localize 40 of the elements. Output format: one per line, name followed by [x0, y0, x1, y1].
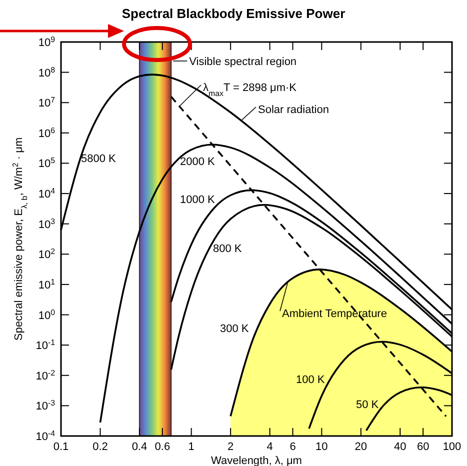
x-tick-label: 10 [316, 441, 328, 453]
x-tick-label: 40 [394, 441, 406, 453]
series-label: 300 K [220, 323, 250, 335]
y-tick-label: 10$^{-2}$ [36, 368, 55, 382]
series-label: 1000 K [180, 194, 216, 206]
y-tick-label: 10$^{9}$ [38, 34, 56, 49]
y-tick-label: 10$^{3}$ [38, 216, 56, 231]
y-tick-label: 10$^{2}$ [38, 246, 55, 262]
y-tick-label: 10$^{1}$ [38, 276, 56, 292]
annotation: λ$_{max}$T = 2898 μm·K [203, 82, 298, 98]
y-tick-label: 10$^{8}$ [38, 64, 56, 80]
series-label: 100 K [296, 374, 326, 386]
annotation: Solar radiation [258, 104, 329, 116]
x-tick-label: 4 [266, 441, 273, 453]
series-label: 50 K [356, 399, 380, 411]
x-tick-label: 0.6 [154, 441, 170, 453]
y-tick-label: 10$^{-4}$ [36, 428, 56, 443]
series-label: 5800 K [81, 153, 117, 165]
x-tick-label: 6 [290, 441, 296, 453]
y-tick-label: 10$^{6}$ [38, 125, 56, 140]
series-label: 800 K [213, 243, 242, 255]
y-tick-label: 10$^{4}$ [38, 186, 56, 201]
y-tick-label: 10$^{0}$ [38, 307, 56, 322]
series-label: 2000 K [180, 156, 216, 168]
x-tick-label: 0.1 [53, 441, 69, 453]
x-tick-label: 100 [442, 441, 462, 453]
x-axis-title: Wavelength, λ, μm [211, 455, 302, 466]
x-tick-label: 20 [354, 441, 368, 453]
band-label: Visible spectral region [189, 56, 297, 68]
y-tick-label: 10$^{7}$ [38, 95, 55, 110]
y-tick-label: 10$^{-3}$ [36, 398, 56, 413]
chart-title: Spectral Blackbody Emissive Power [122, 6, 346, 21]
x-tick-label: 0.4 [132, 441, 148, 453]
x-tick-label: 0.2 [92, 441, 108, 453]
x-tick-label: 2 [228, 441, 234, 453]
y-tick-label: 10$^{-1}$ [36, 338, 56, 352]
x-tick-label: 60 [416, 441, 430, 453]
annotation: Ambient Temperature [282, 308, 387, 320]
x-tick-label: 1 [188, 441, 194, 453]
y-tick-label: 10$^{5}$ [38, 156, 56, 170]
